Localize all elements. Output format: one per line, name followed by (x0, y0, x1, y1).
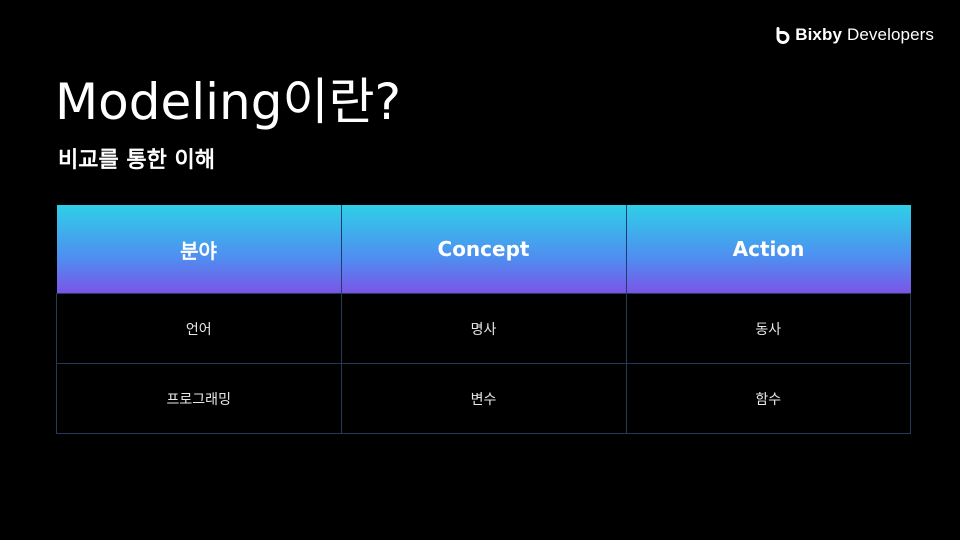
header-field: 분야 (56, 205, 341, 294)
header-action: Action (625, 205, 911, 294)
slide-title: Modeling이란? (55, 73, 401, 131)
table-cell: 명사 (340, 293, 627, 364)
brand-suffix: Developers (847, 25, 934, 44)
table-header-row: 분야 Concept Action (56, 205, 911, 294)
table-row: 프로그래밍 변수 함수 (56, 363, 911, 434)
slide-subtitle: 비교를 통한 이해 (58, 148, 215, 173)
table-row: 언어 명사 동사 (56, 293, 911, 364)
table-cell: 언어 (56, 293, 342, 364)
table-cell: 동사 (625, 293, 911, 364)
brand-logo: Bixby Developers (775, 25, 934, 45)
table-cell: 함수 (625, 363, 911, 434)
brand-name: Bixby (795, 25, 842, 44)
comparison-table: 분야 Concept Action 언어 명사 동사 프로그래밍 변수 함수 (56, 205, 911, 434)
header-concept: Concept (340, 205, 626, 294)
table-cell: 변수 (340, 363, 627, 434)
table-cell: 프로그래밍 (56, 363, 342, 434)
bixby-logo-icon (776, 26, 790, 44)
